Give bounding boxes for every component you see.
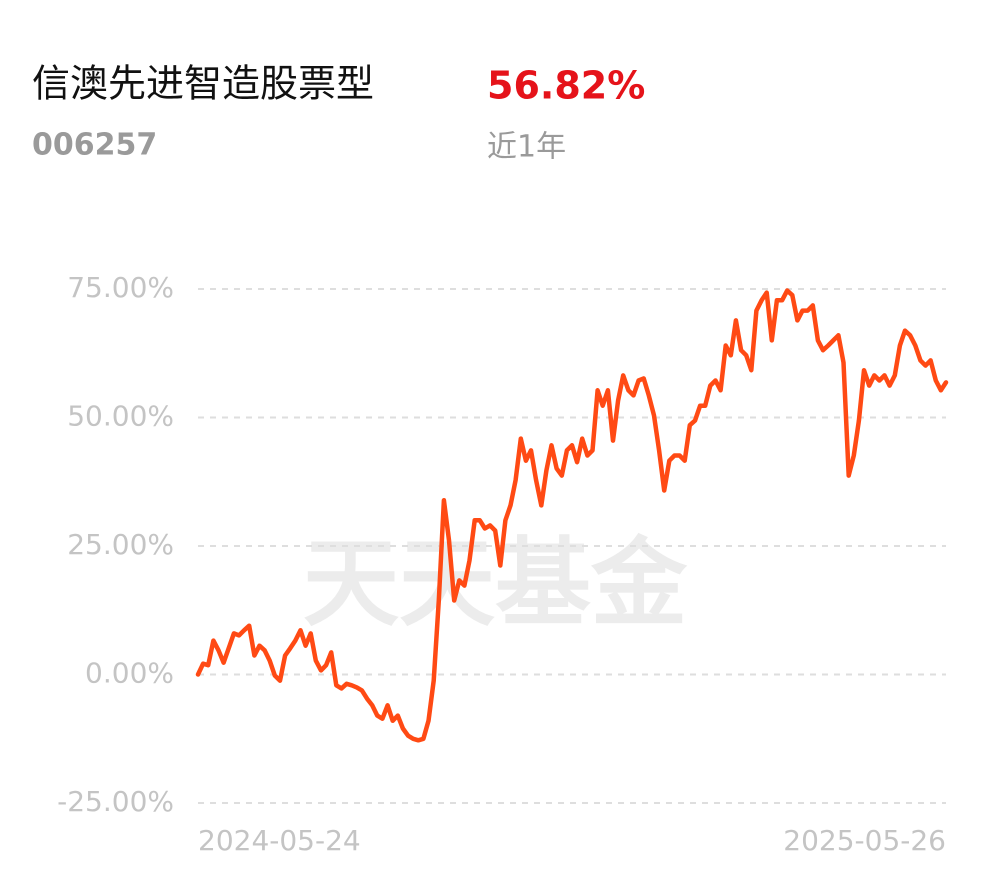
x-tick-label: 2025-05-26 [783,824,946,857]
fund-name: 信澳先进智造股票型 [32,62,374,106]
y-tick-label: 50.00% [67,400,174,433]
x-tick-label: 2024-05-24 [198,824,361,857]
y-tick-label: 25.00% [67,528,174,561]
period: 近1年 [487,130,566,165]
y-tick-label: -25.00% [57,785,174,818]
y-tick-label: 75.00% [67,271,174,304]
return-value: 56.82% [487,64,645,108]
series-line [195,288,949,743]
y-tick-label: 0.00% [85,657,174,690]
fund-code: 006257 [32,128,157,163]
